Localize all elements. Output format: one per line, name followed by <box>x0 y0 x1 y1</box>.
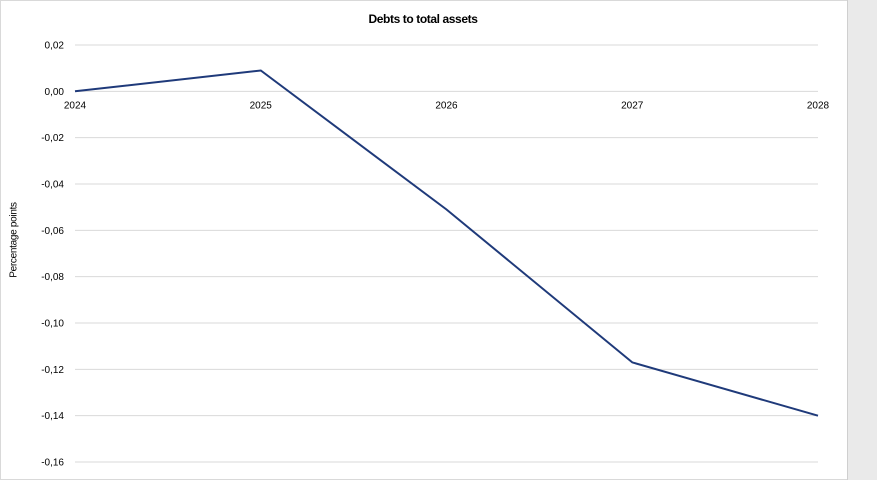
y-tick-label: -0,14 <box>41 411 64 422</box>
y-tick-label: -0,12 <box>41 365 64 376</box>
series-layer <box>74 69 819 417</box>
y-tick-label: -0,08 <box>41 272 64 283</box>
gridlines <box>75 44 818 463</box>
x-tick-label: 2026 <box>435 100 458 111</box>
x-axis-ticks: 2024 2025 2026 2027 2028 <box>64 100 830 111</box>
y-tick-label: -0,10 <box>41 319 64 330</box>
side-panel <box>847 0 877 480</box>
y-tick-label: -0,04 <box>41 180 64 191</box>
y-tick-label: -0,02 <box>41 133 64 144</box>
y-tick-label: 0,02 <box>45 41 65 52</box>
x-tick-label: 2025 <box>250 100 273 111</box>
y-axis-ticks: 0,02 0,00 -0,02 -0,04 -0,06 -0,08 -0,10 -0,12 -0… <box>41 41 64 469</box>
y-tick-label: 0,00 <box>45 87 65 98</box>
chart-area <box>0 0 847 480</box>
x-tick-label: 2024 <box>64 100 87 111</box>
chart-title: Debts to total assets <box>368 12 478 26</box>
y-tick-label: -0,16 <box>41 458 64 469</box>
x-tick-label: 2028 <box>807 100 830 111</box>
series-line <box>74 69 819 417</box>
plot-area: 0,02 0,00 -0,02 -0,04 -0,06 -0,08 -0,10 -0,12 -0… <box>41 41 830 469</box>
x-tick-label: 2027 <box>621 100 644 111</box>
y-tick-label: -0,06 <box>41 226 64 237</box>
